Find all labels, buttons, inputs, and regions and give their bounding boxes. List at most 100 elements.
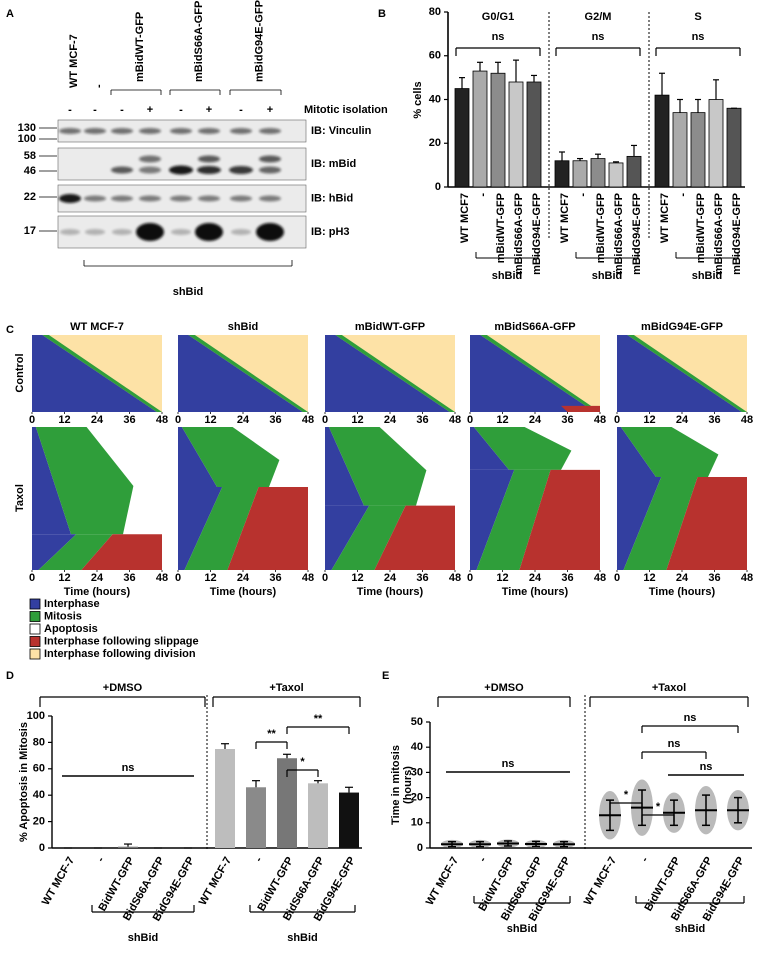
blot-band	[197, 166, 221, 174]
x-tick-label: -	[677, 193, 689, 197]
significance: *	[624, 789, 629, 801]
blot-band	[198, 195, 220, 202]
x-tick-label: 48	[302, 572, 314, 584]
bar	[246, 787, 266, 848]
x-tick-label: 36	[269, 414, 281, 426]
blot-band	[60, 229, 80, 235]
y-tick-label: 10	[411, 817, 423, 829]
blot-band	[111, 166, 133, 174]
series-label: +DMSO	[103, 682, 143, 694]
mitosis-region	[473, 427, 572, 470]
mw-marker: 46	[24, 165, 36, 177]
mw-marker: 22	[24, 191, 36, 203]
significance: ns	[684, 712, 697, 724]
x-tick-label: mBidS66A-GFP	[513, 193, 525, 274]
mitotic-sign: -	[239, 104, 243, 116]
significance: **	[314, 713, 323, 725]
bar	[454, 88, 470, 188]
interphase-region	[617, 427, 656, 478]
raster-control	[32, 335, 162, 412]
mw-marker: 100	[18, 133, 36, 145]
raster-taxol	[178, 427, 308, 570]
mitosis-region	[627, 335, 747, 412]
raster-taxol	[470, 427, 600, 570]
x-tick-label: 48	[594, 572, 606, 584]
bar	[608, 162, 624, 188]
mitotic-sign: +	[267, 104, 273, 116]
x-tick-label: WT MCF7	[659, 193, 671, 243]
x-tick-label: 12	[204, 572, 216, 584]
legend-label: Interphase	[44, 598, 100, 610]
x-tick-label: 36	[416, 572, 428, 584]
slippage-region	[81, 534, 162, 570]
bar	[654, 94, 670, 188]
group-label: shBid	[173, 286, 204, 298]
panel-label: A	[6, 8, 14, 20]
bar	[118, 846, 138, 848]
column-title: WT MCF-7	[70, 321, 124, 333]
y-axis-label: Time in mitosis	[390, 745, 402, 825]
blot-band	[112, 229, 132, 235]
significance: **	[267, 728, 276, 740]
lane-label: WT MCF-7	[68, 34, 80, 88]
y-tick-label: 20	[429, 137, 441, 149]
y-tick-label: 80	[33, 736, 45, 748]
x-tick-label: 12	[496, 414, 508, 426]
y-tick-label: 40	[429, 93, 441, 105]
blot-band	[198, 155, 220, 163]
x-tick-label: 48	[449, 572, 461, 584]
raster-control	[617, 335, 747, 412]
x-tick-label: 0	[29, 572, 35, 584]
bar	[726, 107, 742, 188]
x-tick-label: 36	[123, 414, 135, 426]
series-label: +DMSO	[484, 682, 524, 694]
panel-label: B	[378, 8, 386, 20]
blot-band	[231, 229, 251, 235]
bar	[708, 99, 724, 188]
y-tick-label: 20	[411, 792, 423, 804]
x-tick-label: 48	[302, 414, 314, 426]
legend-label: Mitosis	[44, 610, 82, 622]
y-axis-label: (hours)	[402, 766, 414, 804]
interphase-region	[178, 487, 223, 570]
blot-band	[259, 155, 281, 163]
x-tick-label: mBidG94E-GFP	[531, 193, 543, 275]
blot-band	[59, 194, 81, 203]
blot-band	[85, 229, 105, 235]
blot-band	[195, 223, 223, 241]
legend-swatch	[29, 598, 41, 610]
row-label: Control	[14, 353, 26, 392]
interphase-region	[32, 427, 71, 535]
x-tick-label: 0	[175, 414, 181, 426]
interphase-region	[325, 335, 450, 412]
blot-band	[111, 128, 133, 134]
column-title: mBidG94E-GFP	[641, 321, 723, 333]
y-tick-label: 50	[411, 716, 423, 728]
construct-label: mBidS66A-GFP	[193, 1, 205, 82]
significance: ns	[122, 762, 135, 774]
mitosis-region	[38, 534, 113, 570]
x-tick-label: 24	[676, 414, 689, 426]
significance: ns	[668, 738, 681, 750]
x-tick-label: 24	[676, 572, 689, 584]
blot-membrane	[57, 147, 307, 181]
x-tick-label: 48	[156, 414, 168, 426]
y-tick-label: 40	[411, 741, 423, 753]
legend-label: Interphase following division	[44, 648, 196, 660]
raster-control	[178, 335, 308, 412]
x-tick-label: -	[639, 855, 651, 864]
blot-band	[170, 195, 192, 202]
x-tick-label: 12	[58, 572, 70, 584]
mitotic-sign: -	[68, 104, 72, 116]
interphase-region	[32, 335, 157, 412]
x-tick-label: mBidWT-GFP	[595, 193, 607, 263]
blot-band	[139, 128, 161, 134]
y-tick-label: 20	[33, 816, 45, 828]
mitosis-region	[480, 335, 600, 412]
mitotic-label: Mitotic isolation	[304, 104, 388, 116]
slippage-region	[374, 505, 455, 570]
blot-band	[259, 166, 281, 174]
column-title: shBid	[228, 321, 259, 333]
bar	[526, 81, 542, 188]
x-axis-label: Time (hours)	[502, 586, 569, 598]
